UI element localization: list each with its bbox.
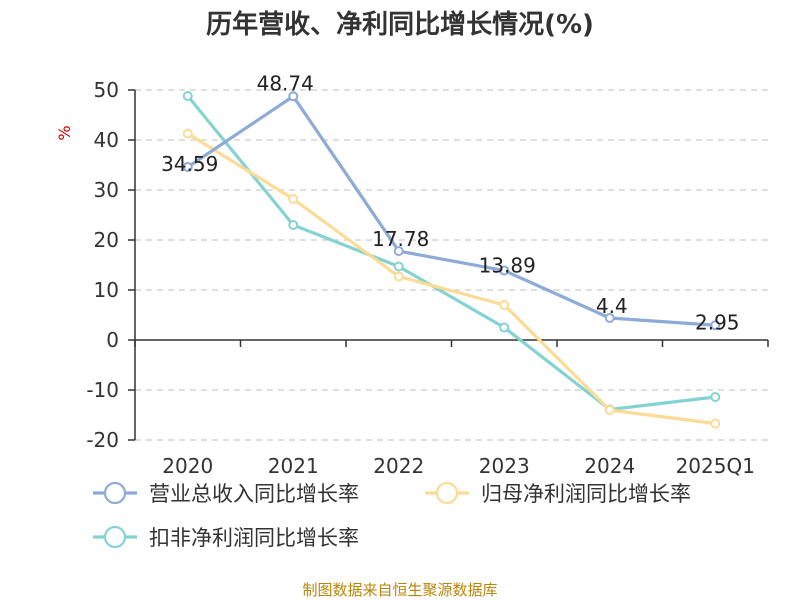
y-axis-unit: %: [55, 125, 74, 140]
legend-marker-icon: [103, 481, 127, 505]
data-point[interactable]: [499, 300, 510, 310]
legend-item[interactable]: 扣非净利润同比增长率: [93, 525, 359, 550]
legend-label: 营业总收入同比增长率: [149, 482, 359, 506]
y-tick-label: 20: [94, 228, 119, 252]
data-label: 13.89: [479, 254, 536, 278]
data-point[interactable]: [710, 320, 721, 331]
data-point[interactable]: [499, 265, 510, 276]
x-tick-label: 2020: [162, 454, 213, 478]
data-point[interactable]: [288, 194, 299, 204]
series-line: [186, 131, 717, 426]
y-tick-label: -10: [86, 378, 119, 402]
legend-item[interactable]: 营业总收入同比增长率: [93, 481, 359, 506]
source-note: 制图数据来自恒生聚源数据库: [302, 581, 497, 599]
data-point[interactable]: [499, 322, 510, 333]
data-label: 2.95: [695, 310, 740, 334]
series-line: [186, 94, 717, 327]
y-tick-label: 40: [94, 128, 119, 152]
data-point[interactable]: [393, 271, 404, 282]
x-tick-label: 2021: [268, 454, 319, 478]
x-tick-label: 2024: [584, 454, 635, 478]
chart-title: 历年营收、净利同比增长情况(%): [206, 9, 594, 40]
data-point[interactable]: [393, 261, 404, 272]
x-tick-label: 2023: [479, 454, 530, 478]
data-label: 17.78: [372, 227, 429, 251]
data-point[interactable]: [710, 392, 721, 402]
y-tick-label: 10: [94, 278, 119, 302]
legend-label: 扣非净利润同比增长率: [149, 526, 359, 550]
data-point[interactable]: [710, 418, 721, 429]
data-point[interactable]: [288, 220, 299, 230]
data-point[interactable]: [182, 91, 193, 101]
y-tick-label: 0: [106, 328, 119, 352]
x-tick-label: 2025Q1: [676, 454, 755, 478]
legend-marker-icon: [103, 525, 127, 549]
data-point[interactable]: [288, 91, 299, 102]
legend-item[interactable]: 归母净利润同比增长率: [425, 481, 691, 506]
series-line: [186, 94, 717, 412]
grid-lines: [135, 89, 768, 441]
data-point[interactable]: [393, 246, 404, 257]
data-point[interactable]: [604, 313, 615, 323]
y-tick-label: -20: [86, 428, 119, 452]
y-tick-label: 30: [94, 178, 119, 202]
data-labels: 34.59 48.74 17.78 13.89 4.4 2.95: [161, 71, 739, 334]
data-label: 34.59: [161, 152, 218, 176]
axes: 50 40 30 20 10 0 -10 -20 2020 2021 2022 2023 2024 202…: [86, 78, 769, 478]
data-point[interactable]: [182, 162, 193, 173]
data-point[interactable]: [604, 405, 615, 415]
series-lines: [182, 91, 721, 429]
data-label: 4.4: [596, 294, 628, 318]
legend-marker-icon: [435, 481, 459, 505]
data-label: 48.74: [257, 71, 314, 95]
legend-label: 归母净利润同比增长率: [481, 482, 691, 506]
x-tick-label: 2022: [373, 454, 424, 478]
data-point[interactable]: [182, 128, 193, 139]
y-tick-label: 50: [94, 78, 119, 102]
